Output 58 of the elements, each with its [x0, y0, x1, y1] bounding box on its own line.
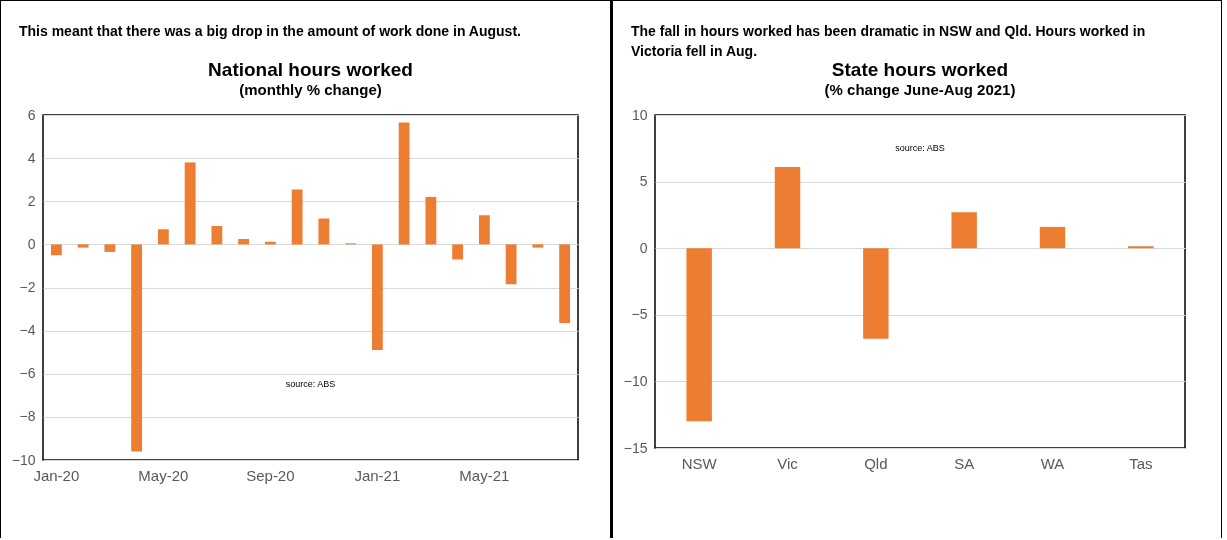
x-tick-label: Sep-20 — [246, 466, 295, 484]
bar — [157, 229, 169, 245]
y-tick-label: −10 — [11, 451, 36, 468]
bar — [1039, 226, 1066, 249]
bar — [238, 238, 250, 245]
y-tick-label: 6 — [27, 106, 36, 123]
y-tick-label: −6 — [19, 365, 36, 382]
y-tick-label: −8 — [19, 408, 36, 425]
y-tick-label: −4 — [19, 322, 36, 339]
bar — [184, 162, 196, 245]
bar — [559, 244, 571, 324]
bar — [50, 244, 62, 256]
bar — [425, 196, 437, 245]
y-tick-label: −2 — [19, 279, 36, 295]
bar — [398, 122, 410, 245]
y-tick-label: 10 — [631, 106, 648, 123]
y-tick-label: 4 — [27, 149, 36, 166]
bar — [863, 248, 889, 339]
bar — [452, 244, 464, 260]
bar — [505, 244, 517, 285]
bar — [77, 244, 89, 248]
bar — [104, 244, 116, 252]
x-tick-label: Jan-21 — [354, 466, 401, 484]
bar — [291, 189, 303, 245]
bar — [211, 226, 223, 245]
x-tick-label: WA — [1040, 454, 1065, 472]
bar — [478, 215, 490, 245]
chart-title: State hours worked — [831, 59, 1009, 80]
annotation: source: ABS — [895, 143, 945, 154]
chart-subtitle: (% change June-Aug 2021) — [824, 81, 1016, 98]
y-tick-label: 2 — [27, 192, 36, 209]
x-tick-label: May-20 — [138, 466, 189, 484]
x-tick-label: Jan-20 — [33, 466, 80, 484]
y-tick-label: −15 — [623, 439, 648, 456]
x-tick-label: Vic — [777, 454, 799, 472]
bar — [686, 248, 712, 422]
x-tick-label: May-21 — [459, 466, 510, 484]
bar — [532, 244, 544, 248]
x-tick-label: Qld — [864, 454, 888, 472]
chart-title: National hours worked — [208, 59, 413, 80]
x-tick-label: SA — [954, 454, 975, 472]
bar — [951, 212, 977, 249]
bar — [318, 218, 330, 245]
annotation: source: ABS — [285, 379, 336, 390]
bar — [371, 244, 383, 351]
text: The fall in hours worked has been dramatic in NSW and Qld. Hours worked in Victoria fell in Aug. — [631, 23, 1146, 59]
y-tick-label: 0 — [639, 239, 648, 256]
y-tick-label: 0 — [27, 235, 36, 252]
bar — [1128, 246, 1154, 249]
text: This meant that there was a big drop in the amount of work done in August. — [19, 23, 521, 39]
x-tick-label: Tas — [1129, 454, 1153, 472]
y-tick-label: −5 — [631, 306, 648, 323]
bar — [774, 166, 801, 249]
bar — [131, 244, 143, 452]
x-tick-label: NSW — [681, 454, 718, 472]
chart-subtitle: (monthly % change) — [239, 81, 382, 98]
y-tick-label: 5 — [639, 173, 648, 190]
y-tick-label: −10 — [623, 372, 648, 389]
